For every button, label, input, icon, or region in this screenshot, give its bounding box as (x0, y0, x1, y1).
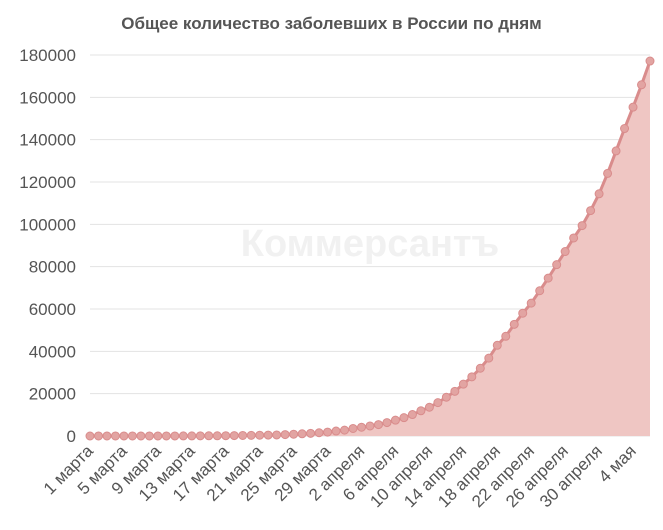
y-tick-label: 100000 (19, 215, 76, 234)
data-point (272, 430, 282, 440)
data-point (518, 308, 528, 318)
data-point (263, 430, 273, 440)
data-point (475, 363, 485, 373)
data-point (586, 206, 596, 216)
data-point (297, 429, 307, 439)
data-point (543, 273, 553, 283)
data-point (340, 425, 350, 435)
data-point (357, 422, 367, 432)
data-point (119, 431, 129, 441)
data-point (195, 431, 205, 441)
data-point (399, 413, 409, 423)
data-point (458, 379, 468, 389)
data-point (212, 431, 222, 441)
data-point (603, 168, 613, 178)
data-point (348, 423, 358, 433)
y-tick-label: 0 (67, 427, 76, 446)
data-point (390, 415, 400, 425)
data-point (170, 431, 180, 441)
data-point (382, 418, 392, 428)
x-tick-label: 4 мая (595, 441, 640, 486)
data-point (306, 428, 316, 438)
data-point (552, 260, 562, 270)
y-tick-label: 60000 (29, 300, 76, 319)
data-point (535, 286, 545, 296)
y-tick-label: 120000 (19, 173, 76, 192)
data-point (136, 431, 146, 441)
series-area (90, 61, 650, 436)
data-point (441, 392, 451, 402)
data-point (645, 56, 655, 66)
data-point (560, 247, 570, 257)
data-point (93, 431, 103, 441)
data-point (331, 426, 341, 436)
data-point (255, 430, 265, 440)
data-point (620, 124, 630, 134)
data-point (221, 431, 231, 441)
data-point (373, 420, 383, 430)
data-point (433, 398, 443, 408)
data-point (424, 402, 434, 412)
data-point (365, 421, 375, 431)
data-point (450, 386, 460, 396)
watermark-logo: Коммерсантъ (241, 223, 499, 265)
data-point (187, 431, 197, 441)
data-point (144, 431, 154, 441)
data-point (637, 80, 647, 90)
data-point (178, 431, 188, 441)
data-point (509, 319, 519, 329)
y-tick-label: 140000 (19, 131, 76, 150)
data-point (416, 406, 426, 416)
data-point (467, 372, 477, 382)
y-tick-label: 80000 (29, 258, 76, 277)
data-point (238, 430, 248, 440)
data-point (204, 431, 214, 441)
data-point (407, 410, 417, 420)
y-tick-label: 40000 (29, 342, 76, 361)
data-point (611, 146, 621, 156)
y-tick-label: 180000 (19, 46, 76, 65)
chart-title: Общее количество заболевших в России по … (121, 14, 542, 33)
series-points (85, 56, 655, 441)
y-tick-label: 160000 (19, 88, 76, 107)
data-point (594, 189, 604, 199)
data-point (127, 431, 137, 441)
data-point (229, 431, 239, 441)
data-point (569, 233, 579, 243)
data-point (492, 340, 502, 350)
data-point (323, 427, 333, 437)
data-point (628, 102, 638, 112)
data-point (501, 331, 511, 341)
data-point (153, 431, 163, 441)
data-point (280, 430, 290, 440)
y-tick-label: 20000 (29, 385, 76, 404)
data-point (246, 430, 256, 440)
data-point (289, 429, 299, 439)
data-point (314, 428, 324, 438)
data-point (102, 431, 112, 441)
data-point (161, 431, 171, 441)
data-point (577, 221, 587, 231)
data-point (484, 353, 494, 363)
data-point (85, 431, 95, 441)
data-point (526, 298, 536, 308)
y-axis-ticks: 0 20000 40000 60000 80000 100000 120000 140000 1… (19, 46, 76, 446)
data-point (110, 431, 120, 441)
